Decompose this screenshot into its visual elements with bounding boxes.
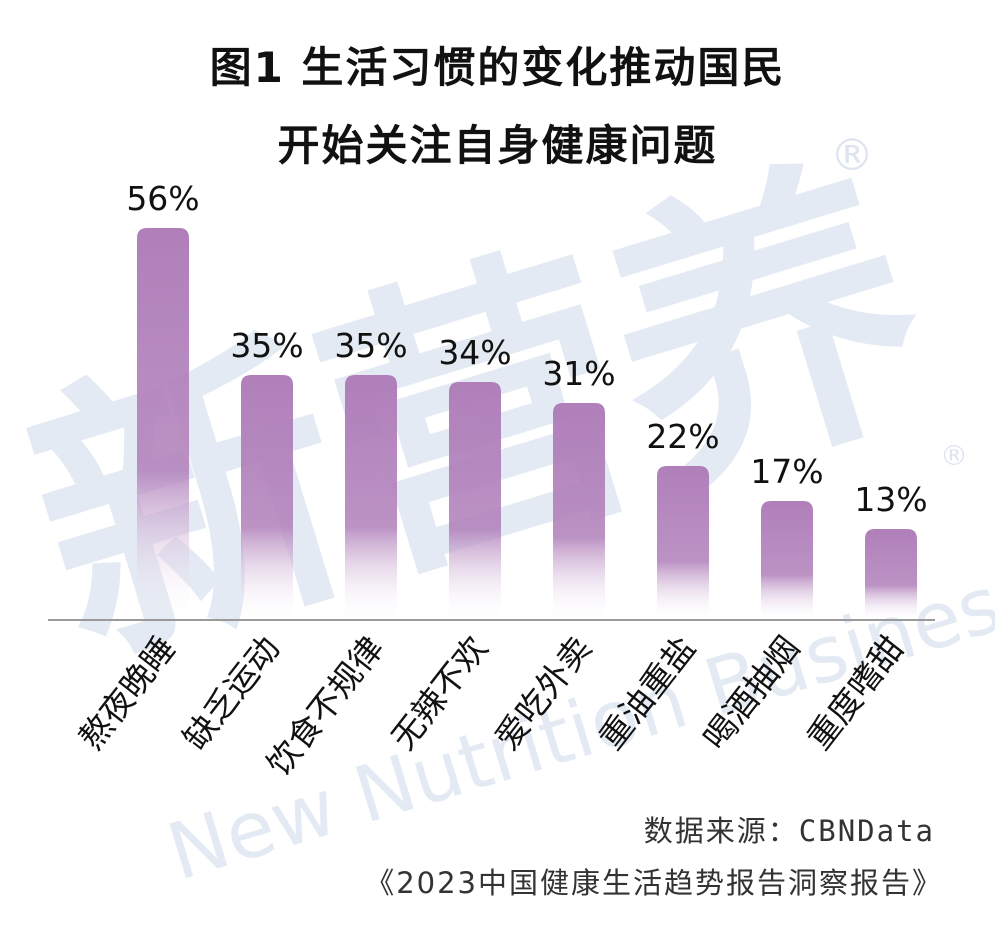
- bar: [657, 466, 709, 620]
- chart-title-line1: 图1 生活习惯的变化推动国民: [209, 43, 786, 92]
- bar-value-label: 34%: [438, 333, 511, 372]
- bar: [137, 228, 189, 620]
- chart-title-line2: 开始关注自身健康问题: [277, 121, 718, 170]
- bar: [241, 375, 293, 620]
- bar-value-label: 17%: [750, 452, 823, 491]
- bar: [345, 375, 397, 620]
- bar: [865, 529, 917, 620]
- registered-mark: ®: [940, 439, 968, 472]
- source-label: 数据来源：CBNData: [643, 814, 935, 848]
- bar-value-label: 31%: [542, 354, 615, 393]
- value-labels-group: 56% 35% 35% 34% 31% 22% 17% 13%: [126, 179, 927, 519]
- bar: [761, 501, 813, 620]
- bars-group: [137, 228, 917, 620]
- source-report-title: 《2023中国健康生活趋势报告洞察报告》: [365, 866, 943, 900]
- bar: [449, 382, 501, 620]
- bar-value-label: 35%: [230, 326, 303, 365]
- bar-value-label: 56%: [126, 179, 199, 218]
- bar-value-label: 22%: [646, 417, 719, 456]
- bar: [553, 403, 605, 620]
- bar-value-label: 13%: [854, 480, 927, 519]
- bar-value-label: 35%: [334, 326, 407, 365]
- registered-mark: ®: [830, 130, 874, 181]
